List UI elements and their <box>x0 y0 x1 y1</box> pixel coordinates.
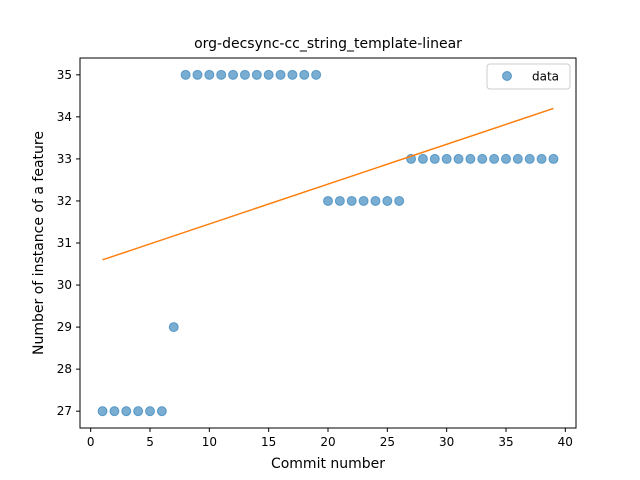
data-point <box>477 153 488 164</box>
data-point <box>251 69 262 80</box>
data-point <box>512 153 523 164</box>
data-point <box>382 195 393 206</box>
data-point <box>109 406 120 417</box>
data-point <box>441 153 452 164</box>
data-point <box>204 69 215 80</box>
data-point <box>417 153 428 164</box>
data-point <box>97 406 108 417</box>
x-tick-label: 25 <box>380 435 395 449</box>
y-axis: 27 28 29 30 31 32 33 34 35 <box>57 68 80 418</box>
data-point <box>239 69 250 80</box>
data-point <box>346 195 357 206</box>
trend-line <box>102 107 554 261</box>
y-tick-label: 31 <box>57 236 72 250</box>
data-point <box>156 406 167 417</box>
plot-area <box>97 69 559 417</box>
data-point <box>489 153 500 164</box>
x-tick-label: 15 <box>261 435 276 449</box>
data-point <box>524 153 535 164</box>
legend: data <box>486 63 571 90</box>
x-tick-label: 30 <box>439 435 454 449</box>
data-point <box>429 153 440 164</box>
data-point <box>311 69 322 80</box>
y-tick-label: 34 <box>57 110 72 124</box>
data-point <box>216 69 227 80</box>
y-tick-label: 29 <box>57 320 72 334</box>
y-tick-label: 30 <box>57 278 72 292</box>
data-point <box>145 406 156 417</box>
data-point <box>394 195 405 206</box>
x-tick-label: 20 <box>320 435 335 449</box>
y-tick-label: 32 <box>57 194 72 208</box>
data-point <box>453 153 464 164</box>
legend-marker-data <box>502 71 512 81</box>
y-axis-label: Number of instance of a feature <box>31 131 47 355</box>
y-tick-label: 27 <box>57 404 72 418</box>
x-tick-label: 35 <box>498 435 513 449</box>
y-tick-label: 33 <box>57 152 72 166</box>
data-point <box>370 195 381 206</box>
data-point <box>465 153 476 164</box>
x-tick-label: 40 <box>558 435 573 449</box>
x-axis: 0 5 10 15 20 25 30 35 40 <box>87 428 573 449</box>
data-point <box>133 406 144 417</box>
data-point <box>121 406 132 417</box>
x-tick-label: 0 <box>87 435 95 449</box>
data-point <box>168 322 179 333</box>
data-point <box>500 153 511 164</box>
y-tick-label: 35 <box>57 68 72 82</box>
data-point <box>548 153 559 164</box>
data-point <box>536 153 547 164</box>
data-point <box>263 69 274 80</box>
data-point <box>287 69 298 80</box>
data-point <box>299 69 310 80</box>
y-tick-label: 28 <box>57 362 72 376</box>
chart-title: org-decsync-cc_string_template-linear <box>194 36 462 52</box>
x-tick-label: 10 <box>202 435 217 449</box>
legend-label-data: data <box>532 70 559 84</box>
legend-box <box>486 63 571 90</box>
data-point <box>192 69 203 80</box>
data-point <box>228 69 239 80</box>
x-axis-label: Commit number <box>271 456 385 472</box>
data-point <box>358 195 369 206</box>
data-point <box>334 195 345 206</box>
data-point <box>180 69 191 80</box>
x-tick-label: 5 <box>146 435 154 449</box>
data-point <box>275 69 286 80</box>
data-point <box>323 195 333 206</box>
